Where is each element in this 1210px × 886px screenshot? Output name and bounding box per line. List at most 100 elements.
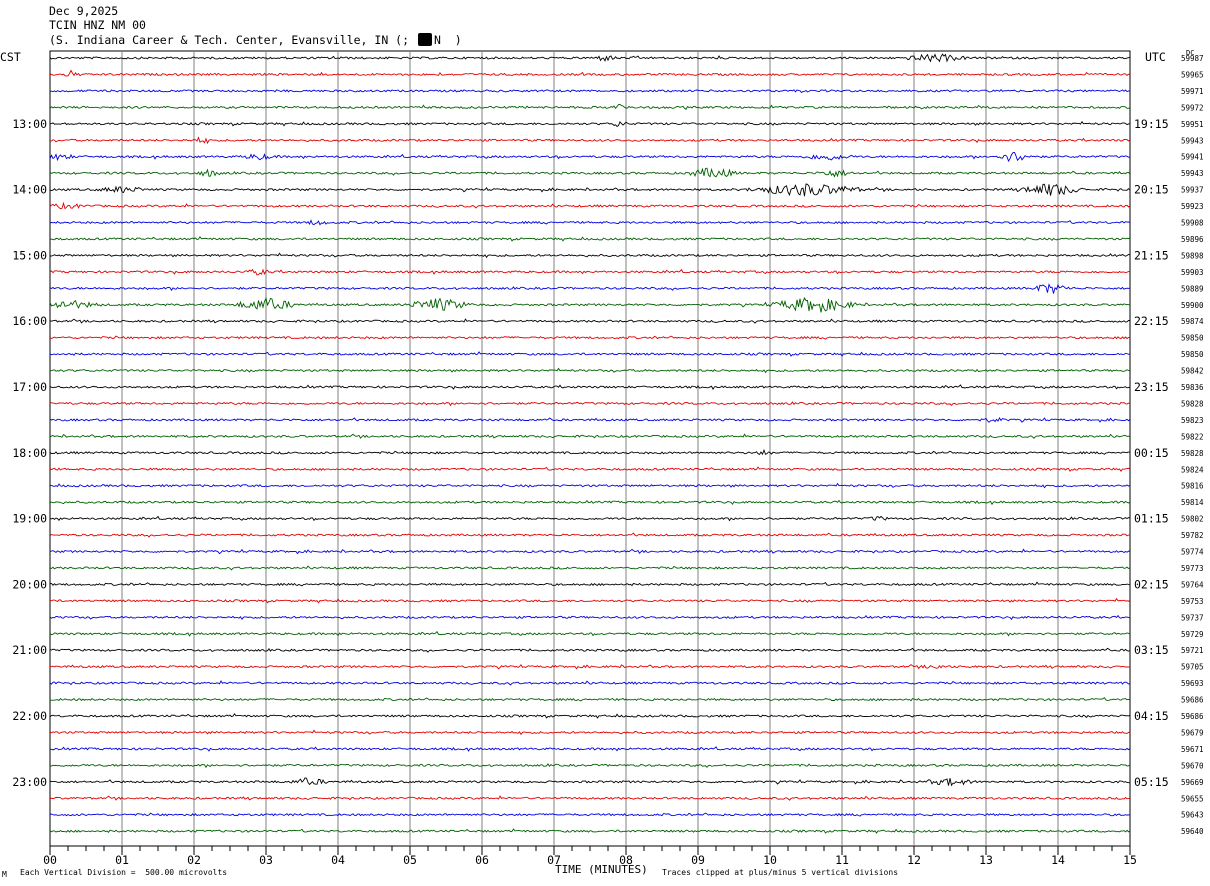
dc-offset-label: 59640 (1181, 827, 1204, 836)
x-tick-label: 04 (331, 853, 345, 867)
trace-row-5 (49, 136, 1131, 145)
left-time-label: 13:00 (12, 117, 47, 131)
trace-row-7 (49, 167, 1131, 178)
trace-row-19 (49, 367, 1131, 374)
left-time-label: 14:00 (12, 183, 47, 197)
dc-header: DC (1186, 49, 1195, 57)
location-prefix: (S. Indiana Career & Tech. Center, Evans… (49, 33, 410, 47)
trace-row-45 (49, 795, 1131, 801)
dc-offset-label: 59850 (1181, 334, 1204, 343)
trace-row-35 (49, 630, 1131, 637)
scale-note: Each Vertical Division = 500.00 microvol… (20, 868, 228, 877)
trace-row-20 (49, 384, 1131, 391)
dc-offset-label: 59828 (1181, 449, 1204, 458)
dc-offset-label: 59828 (1181, 399, 1204, 408)
dc-offset-label: 59842 (1181, 367, 1204, 376)
trace-row-26 (49, 482, 1131, 489)
dc-offset-label: 59693 (1181, 679, 1204, 688)
x-axis-title: TIME (MINUTES) (555, 863, 648, 876)
trace-row-41 (49, 729, 1131, 736)
clip-note: Traces clipped at plus/minus 5 vertical … (662, 868, 899, 877)
dc-offset-label: 59937 (1181, 186, 1204, 195)
left-time-label: 18:00 (12, 446, 47, 460)
trace-row-13 (49, 268, 1131, 276)
dc-offset-label: 59686 (1181, 696, 1204, 705)
trace-row-22 (49, 416, 1131, 423)
corner-mark: M (2, 870, 7, 879)
dc-offset-label: 59670 (1181, 761, 1204, 770)
dc-offset-label: 59823 (1181, 416, 1204, 425)
left-time-label: 19:00 (12, 512, 47, 526)
dc-offset-label: 59908 (1181, 219, 1204, 228)
right-timezone-label: UTC (1145, 50, 1166, 64)
trace-row-18 (49, 351, 1131, 357)
dc-offset-label: 59972 (1181, 103, 1204, 112)
grid-lines (49, 50, 1131, 847)
left-timezone-label: CST (0, 50, 21, 64)
trace-row-21 (49, 401, 1131, 407)
trace-row-30 (49, 548, 1131, 555)
dc-offset-label: 59836 (1181, 383, 1204, 392)
right-time-label: 20:15 (1134, 183, 1169, 197)
dc-offset-label: 59874 (1181, 317, 1204, 326)
left-time-label: 23:00 (12, 775, 47, 789)
dc-offset-label: 59903 (1181, 268, 1204, 277)
dc-offset-label: 59889 (1181, 284, 1204, 293)
trace-row-36 (49, 647, 1131, 653)
plot-date: Dec 9,2025 (49, 4, 119, 18)
x-tick-label: 09 (691, 853, 705, 867)
dc-offset-label: 59822 (1181, 432, 1204, 441)
trace-row-10 (49, 219, 1131, 226)
x-tick-label: 01 (115, 853, 129, 867)
right-time-label: 02:15 (1134, 577, 1169, 591)
trace-row-29 (49, 532, 1131, 538)
left-time-label: 15:00 (12, 248, 47, 262)
dc-offset-label: 59900 (1181, 301, 1204, 310)
dc-offset-label: 59721 (1181, 646, 1204, 655)
dc-offset-label: 59773 (1181, 564, 1204, 573)
right-time-label: 23:15 (1134, 380, 1169, 394)
dc-offset-label: 59987 (1181, 54, 1204, 63)
trace-row-27 (49, 499, 1131, 506)
x-tick-label: 11 (835, 853, 849, 867)
x-tick-label: 06 (475, 853, 489, 867)
left-time-label: 16:00 (12, 314, 47, 328)
trace-row-15 (49, 296, 1131, 313)
dc-offset-label: 59814 (1181, 498, 1204, 507)
trace-row-46 (49, 812, 1131, 817)
trace-row-3 (49, 103, 1131, 111)
trace-row-8 (49, 183, 1131, 197)
x-tick-label: 14 (1051, 853, 1065, 867)
time-labels: 13:00 14:00 15:00 16:00 17:00 18:00 19:00 20:00… (12, 54, 1204, 836)
trace-row-47 (49, 828, 1131, 834)
trace-group (49, 53, 1131, 834)
dc-offset-label: 59729 (1181, 630, 1204, 639)
left-time-label: 21:00 (12, 643, 47, 657)
dc-offset-label: 59824 (1181, 465, 1204, 474)
left-time-label: 17:00 (12, 380, 47, 394)
station-code: TCIN HNZ NM 00 (49, 18, 146, 32)
trace-row-40 (49, 713, 1131, 719)
redaction-blot (417, 33, 432, 46)
dc-offset-label: 59965 (1181, 70, 1204, 79)
trace-row-43 (49, 763, 1131, 769)
trace-row-0 (49, 53, 1131, 63)
trace-row-2 (49, 88, 1131, 94)
location-suffix: N ) (433, 33, 462, 47)
trace-row-31 (49, 565, 1131, 571)
station-location: (S. Indiana Career & Tech. Center, Evans… (49, 33, 462, 47)
trace-row-28 (49, 515, 1131, 522)
x-tick-label: 12 (907, 853, 921, 867)
dc-offset-label: 59943 (1181, 136, 1204, 145)
dc-offset-label: 59850 (1181, 350, 1204, 359)
trace-row-33 (49, 597, 1131, 604)
trace-row-14 (49, 283, 1131, 294)
dc-offset-label: 59923 (1181, 202, 1204, 211)
x-tick-label: 05 (403, 853, 417, 867)
dc-offset-label: 59686 (1181, 712, 1204, 721)
dc-offset-label: 59764 (1181, 580, 1204, 589)
x-tick-label: 07 (547, 853, 561, 867)
trace-row-39 (49, 697, 1131, 702)
dc-offset-label: 59816 (1181, 482, 1204, 491)
